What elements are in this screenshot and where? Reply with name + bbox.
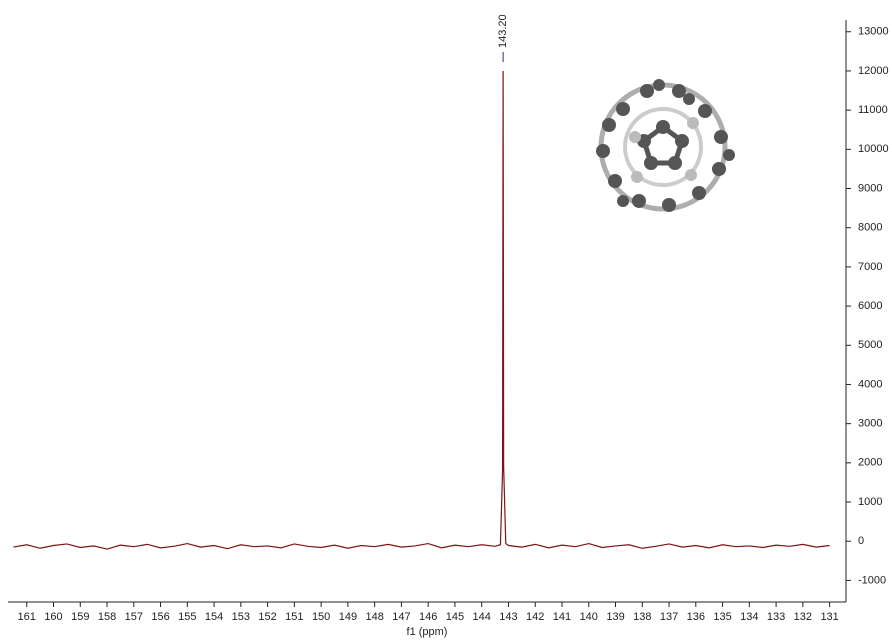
y-tick-label: 7000	[858, 261, 882, 273]
peak-label: 143.20	[497, 14, 509, 48]
x-tick-label: 143	[499, 611, 517, 623]
y-tick-label: 0	[858, 535, 864, 547]
x-tick-label: 160	[44, 611, 62, 623]
y-tick-label: 2000	[858, 457, 882, 469]
spectrum-line	[13, 71, 829, 549]
x-tick-label: 159	[71, 611, 89, 623]
y-tick-label: 9000	[858, 182, 882, 194]
x-tick-label: 155	[178, 611, 196, 623]
x-tick-label: 161	[18, 611, 36, 623]
molecule-image	[596, 79, 735, 212]
x-tick-label: 157	[125, 611, 143, 623]
y-tick-label: 1000	[858, 496, 882, 508]
x-tick-label: 138	[633, 611, 651, 623]
y-tick-label: 12000	[858, 65, 889, 77]
x-tick-label: 144	[473, 611, 491, 623]
y-tick-label: 11000	[858, 104, 888, 116]
x-tick-label: 135	[713, 611, 731, 623]
x-tick-label: 131	[820, 611, 838, 623]
chart: f1 (ppm) -1000 0 1000 2000 3000 4000 5000 6000 7…	[0, 0, 892, 640]
y-tick-label: 3000	[858, 418, 882, 430]
x-tick-label: 142	[526, 611, 544, 623]
x-tick-label: 151	[285, 611, 303, 623]
x-tick-label: 140	[580, 611, 598, 623]
x-tick-label: 156	[151, 611, 169, 623]
x-tick-label: 153	[232, 611, 250, 623]
x-tick-label: 146	[419, 611, 437, 623]
y-tick-label: 4000	[858, 378, 882, 390]
x-tick-label: 158	[98, 611, 116, 623]
x-tick-label: 147	[392, 611, 410, 623]
x-tick-label: 139	[606, 611, 624, 623]
x-tick-label: 136	[687, 611, 705, 623]
x-tick-label: 133	[767, 611, 785, 623]
x-tick-label: 154	[205, 611, 223, 623]
y-tick-label: 10000	[858, 143, 889, 155]
x-tick-label: 149	[339, 611, 357, 623]
x-tick-label: 137	[660, 611, 678, 623]
y-tick-label: 13000	[858, 26, 889, 38]
x-tick-label: 145	[446, 611, 464, 623]
y-tick-label: 8000	[858, 222, 882, 234]
x-axis-label: f1 (ppm)	[407, 626, 448, 638]
y-tick-label: -1000	[858, 574, 886, 586]
x-tick-label: 148	[365, 611, 383, 623]
y-tick-label: 6000	[858, 300, 882, 312]
x-tick-label: 152	[258, 611, 276, 623]
x-tick-label: 132	[794, 611, 812, 623]
y-tick-label: 5000	[858, 339, 882, 351]
x-tick-label: 134	[740, 611, 758, 623]
x-tick-label: 150	[312, 611, 330, 623]
x-tick-label: 141	[553, 611, 571, 623]
